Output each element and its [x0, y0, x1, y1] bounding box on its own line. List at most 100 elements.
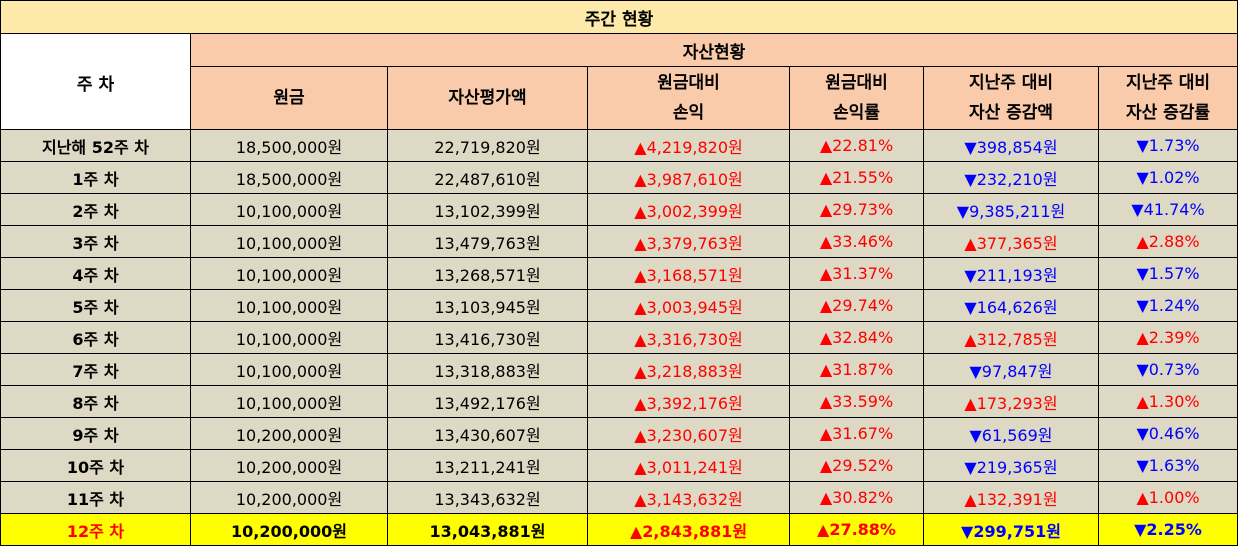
- table-row: 5주 차 10,100,000원 13,103,945원 ▲3,003,945원 ▲29…: [0, 289, 1239, 322]
- change-amount-cell: ▼97,847원: [923, 353, 1099, 386]
- week-cell: 9주 차: [0, 417, 191, 450]
- asset-value-cell: 13,043,881원: [387, 513, 588, 546]
- change-amount-cell: ▼9,385,211원: [923, 193, 1099, 226]
- principal-cell: 10,100,000원: [190, 257, 388, 290]
- profit-loss-cell: ▲3,003,945원: [587, 289, 790, 322]
- change-rate-cell: ▼1.73%: [1097, 129, 1239, 162]
- change-amount-cell: ▲377,365원: [923, 225, 1099, 258]
- table-row: 8주 차 10,100,000원 13,492,176원 ▲3,392,176원 ▲33…: [0, 385, 1239, 418]
- table-title: 주간 현황: [0, 0, 1239, 34]
- asset-value-cell: 13,430,607원: [387, 417, 588, 450]
- change-rate-cell: ▼1.24%: [1097, 289, 1239, 322]
- table-row: 11주 차 10,200,000원 13,343,632원 ▲3,143,632원 ▲3…: [0, 481, 1239, 514]
- asset-value-cell: 13,479,763원: [387, 225, 588, 258]
- change-rate-cell: ▲1.00%: [1097, 481, 1239, 514]
- profit-loss-column-header: 원금대비 손익: [587, 66, 790, 130]
- profit-loss-cell: ▲3,230,607원: [587, 417, 790, 450]
- profit-loss-cell: ▲3,002,399원: [587, 193, 790, 226]
- change-amount-cell: ▲132,391원: [923, 481, 1099, 514]
- week-cell: 2주 차: [0, 193, 191, 226]
- asset-value-cell: 13,318,883원: [387, 353, 588, 386]
- week-cell: 5주 차: [0, 289, 191, 322]
- asset-value-cell: 13,102,399원: [387, 193, 588, 226]
- profit-loss-cell: ▲3,392,176원: [587, 385, 790, 418]
- week-cell: 3주 차: [0, 225, 191, 258]
- week-cell: 4주 차: [0, 257, 191, 290]
- asset-value-cell: 13,492,176원: [387, 385, 588, 418]
- change-amount-cell: ▼398,854원: [923, 129, 1099, 162]
- principal-cell: 10,100,000원: [190, 385, 388, 418]
- profit-loss-cell: ▲3,218,883원: [587, 353, 790, 386]
- table-row: 7주 차 10,100,000원 13,318,883원 ▲3,218,883원 ▲31…: [0, 353, 1239, 386]
- profit-loss-rate-cell: ▲31.67%: [789, 417, 924, 450]
- change-rate-cell: ▼0.46%: [1097, 417, 1239, 450]
- principal-cell: 10,200,000원: [190, 481, 388, 514]
- current-week-row: 12주 차 10,200,000원 13,043,881원 ▲2,843,881원 ▲2…: [0, 513, 1239, 546]
- profit-loss-cell: ▲3,168,571원: [587, 257, 790, 290]
- week-cell: 6주 차: [0, 321, 191, 354]
- profit-loss-rate-cell: ▲21.55%: [789, 161, 924, 194]
- change-rate-cell: ▲2.88%: [1097, 225, 1239, 258]
- profit-loss-rate-cell: ▲31.37%: [789, 257, 924, 290]
- profit-loss-rate-cell: ▲30.82%: [789, 481, 924, 514]
- change-amount-cell: ▼211,193원: [923, 257, 1099, 290]
- week-cell: 8주 차: [0, 385, 191, 418]
- change-amount-cell: ▼232,210원: [923, 161, 1099, 194]
- profit-loss-rate-cell: ▲29.52%: [789, 449, 924, 482]
- table-row: 2주 차 10,100,000원 13,102,399원 ▲3,002,399원 ▲29…: [0, 193, 1239, 226]
- profit-loss-cell: ▲2,843,881원: [587, 513, 790, 546]
- profit-loss-cell: ▲3,143,632원: [587, 481, 790, 514]
- profit-loss-rate-cell: ▲33.46%: [789, 225, 924, 258]
- change-amount-cell: ▼61,569원: [923, 417, 1099, 450]
- asset-value-cell: 13,416,730원: [387, 321, 588, 354]
- change-rate-cell: ▲1.30%: [1097, 385, 1239, 418]
- change-rate-cell: ▼1.02%: [1097, 161, 1239, 194]
- change-rate-cell: ▼0.73%: [1097, 353, 1239, 386]
- asset-value-cell: 13,268,571원: [387, 257, 588, 290]
- principal-cell: 18,500,000원: [190, 161, 388, 194]
- profit-loss-cell: ▲3,316,730원: [587, 321, 790, 354]
- principal-cell: 10,100,000원: [190, 353, 388, 386]
- principal-column-header: 원금: [190, 66, 388, 130]
- table-row: 1주 차 18,500,000원 22,487,610원 ▲3,987,610원 ▲21…: [0, 161, 1239, 194]
- profit-loss-cell: ▲4,219,820원: [587, 129, 790, 162]
- profit-loss-rate-cell: ▲29.73%: [789, 193, 924, 226]
- change-amount-cell: ▼299,751원: [923, 513, 1099, 546]
- asset-value-cell: 13,103,945원: [387, 289, 588, 322]
- principal-cell: 10,200,000원: [190, 417, 388, 450]
- profit-loss-cell: ▲3,379,763원: [587, 225, 790, 258]
- asset-value-cell: 13,211,241원: [387, 449, 588, 482]
- week-cell: 1주 차: [0, 161, 191, 194]
- asset-value-cell: 13,343,632원: [387, 481, 588, 514]
- table-row: 9주 차 10,200,000원 13,430,607원 ▲3,230,607원 ▲31…: [0, 417, 1239, 450]
- change-amount-cell: ▲312,785원: [923, 321, 1099, 354]
- profit-loss-rate-cell: ▲22.81%: [789, 129, 924, 162]
- profit-loss-cell: ▲3,987,610원: [587, 161, 790, 194]
- change-rate-cell: ▼2.25%: [1097, 513, 1239, 546]
- weekly-change-rate-column-header: 지난주 대비 자산 증감률: [1097, 66, 1239, 130]
- profit-loss-rate-column-header: 원금대비 손익률: [789, 66, 924, 130]
- change-amount-cell: ▲173,293원: [923, 385, 1099, 418]
- profit-loss-rate-cell: ▲31.87%: [789, 353, 924, 386]
- week-cell: 지난해 52주 차: [0, 129, 191, 162]
- principal-cell: 10,200,000원: [190, 449, 388, 482]
- weekly-change-amount-column-header: 지난주 대비 자산 증감액: [923, 66, 1099, 130]
- profit-loss-rate-cell: ▲29.74%: [789, 289, 924, 322]
- change-rate-cell: ▼41.74%: [1097, 193, 1239, 226]
- change-amount-cell: ▼219,365원: [923, 449, 1099, 482]
- change-rate-cell: ▼1.57%: [1097, 257, 1239, 290]
- profit-loss-cell: ▲3,011,241원: [587, 449, 790, 482]
- table-row: 지난해 52주 차 18,500,000원 22,719,820원 ▲4,219,82…: [0, 129, 1239, 162]
- change-amount-cell: ▼164,626원: [923, 289, 1099, 322]
- asset-value-cell: 22,487,610원: [387, 161, 588, 194]
- change-rate-cell: ▼1.63%: [1097, 449, 1239, 482]
- principal-cell: 10,200,000원: [190, 513, 388, 546]
- asset-status-group-header: 자산현황: [189, 33, 1239, 67]
- principal-cell: 10,100,000원: [190, 289, 388, 322]
- table-row: 6주 차 10,100,000원 13,416,730원 ▲3,316,730원 ▲32…: [0, 321, 1239, 354]
- week-cell: 12주 차: [0, 513, 191, 546]
- table-row: 4주 차 10,100,000원 13,268,571원 ▲3,168,571원 ▲31…: [0, 257, 1239, 290]
- principal-cell: 10,100,000원: [190, 225, 388, 258]
- principal-cell: 10,100,000원: [190, 321, 388, 354]
